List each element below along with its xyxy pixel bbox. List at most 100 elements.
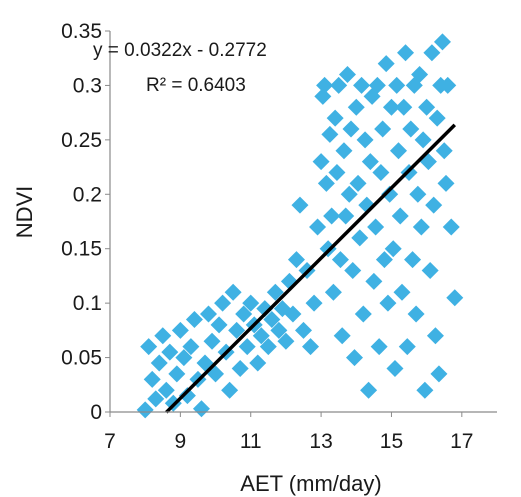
data-point [335, 142, 353, 160]
data-point [328, 164, 346, 182]
data-point [182, 338, 200, 356]
data-point [411, 66, 429, 84]
data-point [330, 76, 348, 94]
data-point [360, 381, 378, 399]
data-point [356, 131, 374, 149]
data-point [178, 387, 196, 405]
data-point [439, 76, 457, 94]
data-point [367, 218, 385, 236]
data-point [370, 338, 388, 356]
data-point [203, 332, 221, 350]
y-tick-label: 0 [90, 401, 102, 424]
data-point [365, 272, 383, 290]
y-tick-label: 0.15 [61, 238, 102, 261]
data-point [309, 218, 327, 236]
data-point [374, 120, 392, 138]
data-point [168, 365, 186, 383]
data-point [238, 338, 256, 356]
axes [109, 31, 497, 413]
data-point [221, 381, 239, 399]
data-point [404, 251, 422, 269]
data-point [210, 316, 228, 334]
data-point [386, 359, 404, 377]
data-point [407, 305, 425, 323]
y-tick-label: 0.2 [73, 183, 102, 206]
data-point [136, 401, 154, 419]
data-point [428, 109, 446, 127]
data-point [252, 327, 270, 345]
data-point [442, 218, 460, 236]
data-point [342, 120, 360, 138]
data-point [354, 305, 372, 323]
data-point [382, 98, 400, 116]
data-point [171, 321, 189, 339]
data-point [409, 185, 427, 203]
data-point [150, 354, 168, 372]
data-point [333, 327, 351, 345]
data-point [242, 294, 260, 312]
x-axis-title: AET (mm/day) [240, 471, 381, 496]
data-point [259, 338, 277, 356]
data-point [291, 196, 309, 214]
data-point [326, 109, 344, 127]
trendline-equation: y = 0.0322x - 0.2772 [93, 40, 267, 61]
data-point [185, 310, 203, 328]
ticks: 0 0.05 0.1 0.15 0.2 0.25 0.3 0.35 7 9 11 13 15 17 [61, 20, 473, 453]
data-point [295, 321, 312, 339]
data-point [231, 359, 249, 377]
data-point [337, 207, 355, 225]
data-point [321, 125, 339, 143]
data-point [256, 300, 274, 318]
data-point [351, 229, 369, 247]
x-tick-label: 7 [104, 430, 116, 453]
y-tick-label: 0.35 [61, 20, 102, 43]
data-point [372, 164, 390, 182]
data-point [224, 283, 242, 301]
data-point [270, 321, 288, 339]
data-point [346, 349, 364, 367]
data-point [384, 240, 402, 258]
data-point [312, 153, 330, 171]
data-point [324, 283, 342, 301]
data-point [266, 283, 284, 301]
x-tick-label: 17 [450, 430, 473, 453]
data-point [398, 338, 416, 356]
data-point [437, 174, 455, 192]
data-point [430, 365, 448, 383]
r-squared-label: R² = 0.6403 [146, 75, 246, 96]
data-point [391, 207, 409, 225]
data-point [381, 185, 399, 203]
data-point [305, 294, 323, 312]
data-point [235, 305, 253, 323]
data-point [175, 349, 193, 367]
data-point [157, 381, 175, 399]
data-point [263, 310, 281, 328]
data-point [347, 98, 365, 116]
data-point [340, 185, 358, 203]
data-point [147, 390, 165, 408]
x-tick-label: 13 [309, 430, 332, 453]
data-point [277, 332, 295, 350]
trendline-group [165, 123, 457, 414]
data-point [154, 327, 172, 345]
data-point [435, 142, 453, 160]
y-tick-label: 0.1 [73, 292, 102, 315]
data-point [421, 261, 439, 279]
data-point [368, 76, 386, 94]
data-point [416, 381, 434, 399]
data-point [375, 251, 393, 269]
data-point [214, 294, 232, 312]
data-point [423, 44, 441, 62]
trendline [165, 123, 457, 414]
data-point [287, 251, 305, 269]
x-tick-label: 11 [240, 430, 262, 453]
data-point [389, 142, 407, 160]
data-point [414, 131, 432, 149]
x-tick-label: 15 [380, 430, 403, 453]
y-tick-label: 0.3 [73, 74, 102, 97]
data-point [412, 218, 430, 236]
data-point [338, 66, 356, 84]
data-point [361, 153, 379, 171]
data-point [349, 174, 367, 192]
